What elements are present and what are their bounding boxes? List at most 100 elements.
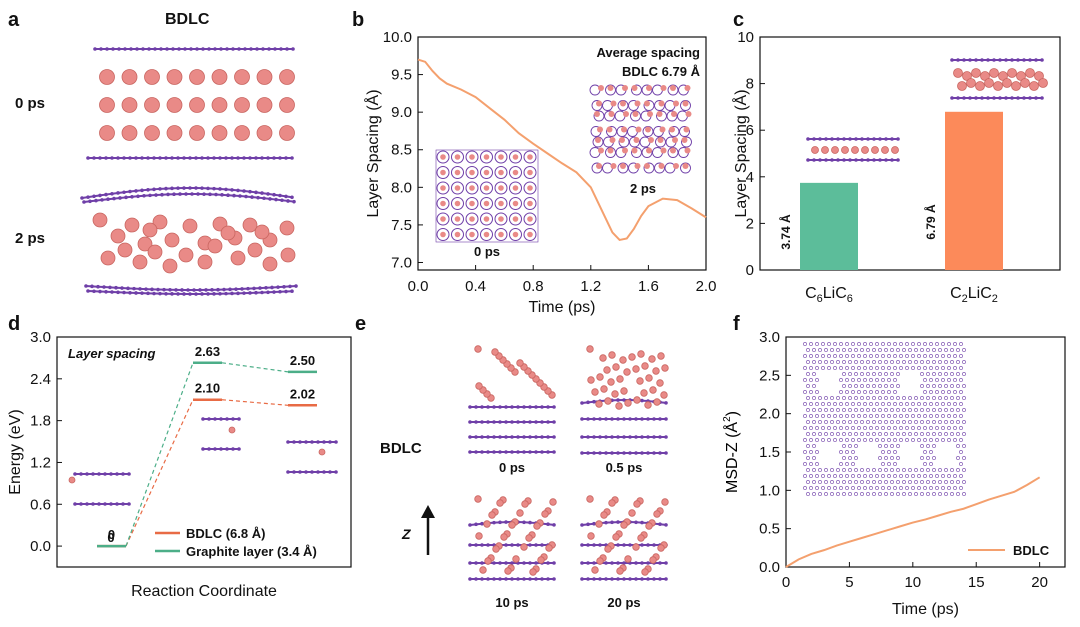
lithium-atom xyxy=(596,373,604,381)
carbon-layer-bottom xyxy=(86,156,294,160)
carbon-atom xyxy=(244,194,248,199)
lattice-node xyxy=(803,402,807,406)
snapshot-label: 0.5 ps xyxy=(606,460,643,475)
lattice-node xyxy=(842,420,846,424)
lattice-node xyxy=(896,480,900,484)
carbon-atom xyxy=(622,577,626,581)
lattice-node xyxy=(848,360,852,364)
carbon-atom xyxy=(492,405,496,409)
hexagon-ring xyxy=(523,150,537,164)
carbon-atom xyxy=(285,47,289,51)
lattice-node xyxy=(818,360,822,364)
carbon-atom xyxy=(234,287,238,291)
x-tick-label: 2.0 xyxy=(696,278,717,295)
carbon-atom xyxy=(206,292,210,296)
lattice-node xyxy=(830,492,834,496)
carbon-atom xyxy=(260,290,264,295)
lattice-node xyxy=(845,438,849,442)
panel-f-frame xyxy=(785,336,1066,568)
lattice-node xyxy=(857,366,861,370)
lattice-node xyxy=(935,390,939,394)
carbon-atom xyxy=(152,156,156,160)
carbon-atom xyxy=(962,58,966,62)
y-tick-label: 0.0 xyxy=(759,559,780,576)
lithium-atom xyxy=(657,352,665,360)
lattice-node xyxy=(872,432,876,436)
carbon-atom xyxy=(540,577,544,581)
structure-carbon xyxy=(286,440,338,444)
carbon-atom xyxy=(142,194,146,198)
lattice-node xyxy=(821,486,825,490)
lithium-atom xyxy=(681,137,688,143)
carbon-atom xyxy=(273,47,277,51)
carbon-atom xyxy=(980,58,984,62)
carbon-atom xyxy=(646,561,650,565)
panel-letter-e: e xyxy=(355,313,366,335)
lattice-node xyxy=(902,432,906,436)
lithium-atom xyxy=(527,154,533,160)
carbon-atom xyxy=(220,193,224,197)
lithium-atom xyxy=(624,555,632,563)
carbon-atom xyxy=(219,417,223,421)
carbon-atom xyxy=(254,156,258,160)
carbon-atom xyxy=(266,192,270,196)
series-line xyxy=(785,476,1041,568)
carbon-atom xyxy=(1022,58,1026,62)
lattice-node xyxy=(827,342,831,346)
carbon-atom xyxy=(218,187,222,191)
carbon-atom xyxy=(310,440,314,444)
carbon-atom xyxy=(474,420,478,424)
bar-0 xyxy=(800,182,858,270)
carbon-atom xyxy=(236,156,240,160)
carbon-atom xyxy=(528,561,532,565)
lattice-node xyxy=(827,474,831,478)
carbon-atom xyxy=(1004,58,1008,62)
lattice-node xyxy=(962,492,966,496)
carbon-atom xyxy=(812,158,816,162)
bar-value-label: 6.79 Å xyxy=(923,204,938,240)
lattice-node xyxy=(848,396,852,400)
lattice-node xyxy=(887,342,891,346)
lithium-atom xyxy=(137,236,153,252)
lattice-node xyxy=(860,372,864,376)
carbon-atom xyxy=(190,192,194,196)
carbon-atom xyxy=(890,137,894,141)
lithium-atom xyxy=(607,378,615,386)
lattice-node xyxy=(818,348,822,352)
y-tick-label: 2.0 xyxy=(759,406,780,423)
bar-1 xyxy=(945,111,1003,270)
lattice-node xyxy=(938,396,942,400)
carbon-atom xyxy=(598,543,602,547)
carbon-atom xyxy=(122,156,126,160)
lattice-node xyxy=(857,390,861,394)
lattice-node xyxy=(884,348,888,352)
lithium-atom xyxy=(636,377,644,385)
lithium-atom xyxy=(1025,68,1035,78)
carbon-atom xyxy=(240,287,244,291)
lithium-atom xyxy=(600,511,608,519)
lattice-node xyxy=(818,420,822,424)
carbon-atom xyxy=(158,291,162,296)
panel-e-side-label: BDLC xyxy=(380,440,422,457)
lattice-node xyxy=(926,420,930,424)
carbon-atom xyxy=(278,193,282,198)
lattice-node xyxy=(836,396,840,400)
lithium-atom xyxy=(656,379,664,387)
lattice-node xyxy=(902,492,906,496)
lattice-node xyxy=(947,366,951,370)
y-tick-label: 0.0 xyxy=(30,538,51,555)
carbon-atom xyxy=(304,440,308,444)
hexagon-ring xyxy=(654,162,665,174)
lattice-node xyxy=(851,390,855,394)
carbon-atom xyxy=(830,137,834,141)
hexagon-ring xyxy=(656,110,667,122)
carbon-atom xyxy=(580,543,584,547)
lattice-node xyxy=(905,474,909,478)
lattice-node xyxy=(959,342,963,346)
lattice-node xyxy=(878,456,882,460)
lattice-node xyxy=(845,426,849,430)
carbon-atom xyxy=(129,47,133,51)
lattice-node xyxy=(842,408,846,412)
carbon-atom xyxy=(474,435,478,439)
carbon-atom xyxy=(150,287,154,292)
